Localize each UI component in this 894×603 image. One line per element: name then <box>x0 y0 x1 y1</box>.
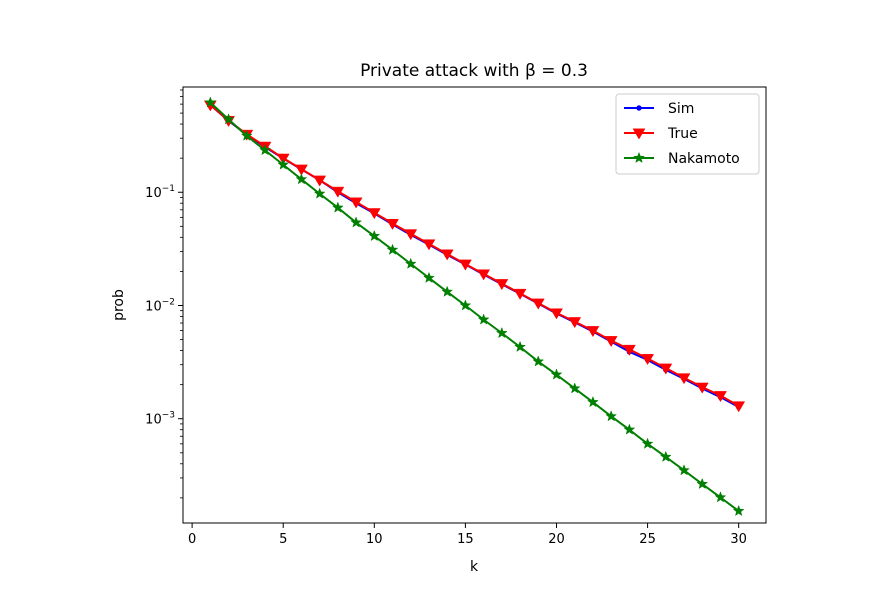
data-point-true <box>458 259 472 271</box>
data-point-nakamoto <box>331 201 344 213</box>
data-point-true <box>695 382 709 394</box>
data-point-nakamoto <box>550 368 563 380</box>
data-point-nakamoto <box>386 243 399 255</box>
data-point-nakamoto <box>659 450 672 462</box>
data-point-nakamoto <box>532 355 545 367</box>
x-tick-label: 0 <box>188 532 196 547</box>
data-point-true <box>422 239 436 251</box>
data-point-true <box>404 229 418 241</box>
data-point-nakamoto <box>350 216 362 228</box>
data-point-true <box>641 354 655 366</box>
data-point-true <box>477 269 491 281</box>
data-point-true <box>732 401 746 413</box>
x-tick-label: 10 <box>366 532 383 547</box>
data-point-nakamoto <box>277 158 290 170</box>
data-point-true <box>586 326 600 338</box>
data-point-nakamoto <box>313 187 326 199</box>
data-point-nakamoto <box>605 410 618 422</box>
data-point-nakamoto <box>295 173 308 185</box>
data-point-nakamoto <box>623 423 636 435</box>
x-tick-label: 20 <box>548 532 565 547</box>
data-point-true <box>531 298 545 310</box>
data-point-nakamoto <box>641 437 654 449</box>
data-point-nakamoto <box>222 113 235 125</box>
chart-title: Private attack with β = 0.3 <box>360 61 588 81</box>
data-point-nakamoto <box>459 299 472 311</box>
data-point-nakamoto <box>732 504 745 517</box>
data-point-true <box>495 279 509 291</box>
data-point-true <box>349 197 363 209</box>
data-point-true <box>331 186 345 198</box>
data-point-nakamoto <box>696 477 709 490</box>
legend-label-sim: Sim <box>668 101 694 117</box>
legend-marker-nakamoto <box>633 151 645 164</box>
data-point-true <box>386 219 399 230</box>
data-point-nakamoto <box>587 395 599 408</box>
series-line-nakamoto <box>209 101 740 512</box>
legend-marker-true <box>632 128 646 140</box>
data-point-nakamoto <box>678 464 690 476</box>
data-point-nakamoto <box>514 340 526 353</box>
data-point-nakamoto <box>441 285 454 297</box>
data-point-true <box>294 164 308 176</box>
data-point-nakamoto <box>423 271 435 283</box>
x-axis-label: k <box>470 559 479 575</box>
data-point-true <box>604 336 618 348</box>
data-point-nakamoto <box>240 129 253 141</box>
data-point-nakamoto <box>495 326 508 339</box>
y-tick-label: 10−2 <box>145 297 175 314</box>
data-point-nakamoto <box>368 229 381 242</box>
data-point-true <box>714 391 727 403</box>
data-point-nakamoto <box>404 257 417 269</box>
data-point-true <box>568 317 582 329</box>
y-tick-label: 10−3 <box>145 411 175 428</box>
data-point-true <box>677 373 691 385</box>
data-point-nakamoto <box>477 313 490 325</box>
data-point-nakamoto <box>714 491 727 503</box>
y-axis-label: prob <box>111 289 127 321</box>
data-point-true <box>440 249 454 261</box>
x-tick-label: 15 <box>457 532 474 547</box>
data-point-true <box>622 344 636 356</box>
data-point-true <box>313 175 327 187</box>
x-tick-label: 30 <box>730 532 747 547</box>
legend-label-true: True <box>667 126 698 142</box>
data-point-nakamoto <box>568 382 581 394</box>
data-point-true <box>550 308 563 320</box>
x-tick-label: 25 <box>639 532 656 547</box>
data-point-true <box>367 208 381 220</box>
legend-box <box>615 93 760 175</box>
data-point-nakamoto <box>259 144 271 156</box>
data-point-true <box>659 363 673 375</box>
y-tick-label: 10−1 <box>145 184 175 201</box>
plot-frame <box>182 86 767 524</box>
legend-label-nakamoto: Nakamoto <box>668 151 740 167</box>
legend-marker-sim <box>636 105 642 111</box>
data-point-nakamoto <box>204 96 217 108</box>
x-tick-label: 5 <box>279 532 287 547</box>
data-point-true <box>513 288 527 300</box>
